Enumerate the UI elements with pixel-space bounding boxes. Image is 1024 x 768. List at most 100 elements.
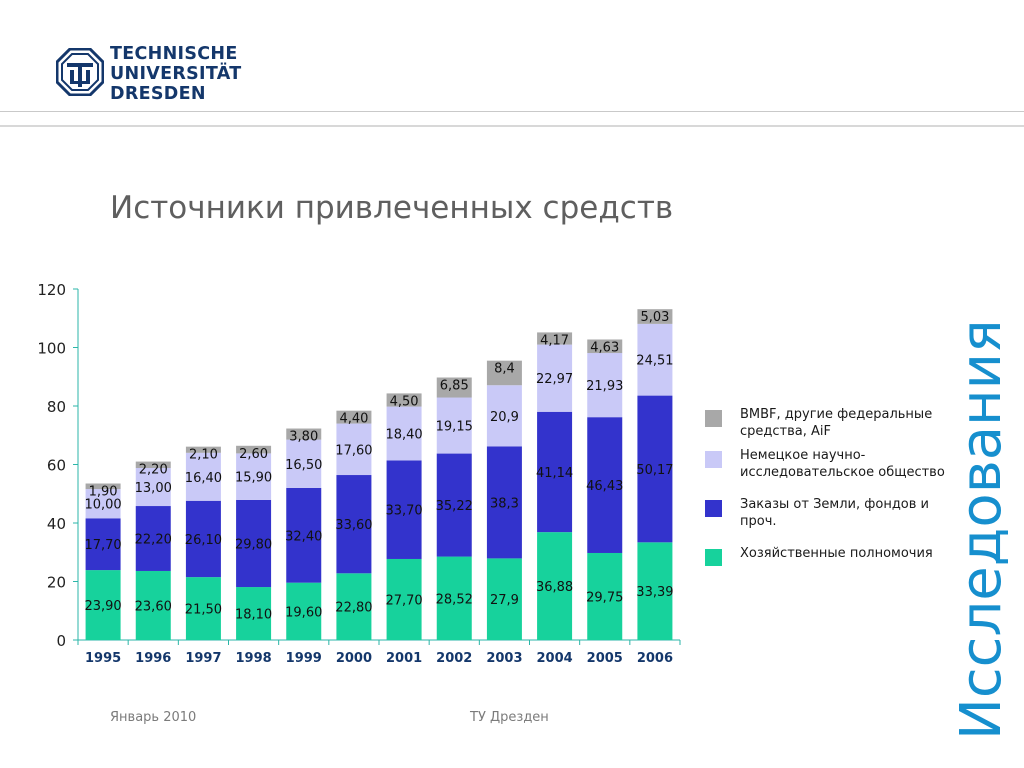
- bar-data-label: 23,90: [84, 599, 121, 614]
- bar-data-label: 19,15: [436, 420, 473, 435]
- bar-segment: [236, 453, 272, 500]
- bar-data-label: 2,10: [189, 448, 218, 463]
- bar-data-label: 13,00: [135, 481, 172, 496]
- legend-label: Заказы от Земли, фондов и проч.: [740, 497, 930, 529]
- bar-data-label: 27,70: [385, 593, 422, 608]
- x-category-label: 2005: [587, 651, 623, 666]
- bar-data-label: 36,88: [536, 580, 573, 595]
- bar-segment: [185, 577, 221, 640]
- y-tick-label: 120: [37, 281, 66, 299]
- bar-data-label: 15,90: [235, 471, 272, 486]
- bar-data-label: 33,70: [385, 504, 422, 519]
- logo-line-3: DRESDEN: [110, 84, 206, 104]
- bar-segment: [135, 468, 171, 507]
- bar-data-label: 20,9: [490, 410, 519, 425]
- legend-swatch: [705, 500, 722, 517]
- bar-segment: [486, 360, 522, 386]
- bar-data-label: 17,70: [84, 538, 121, 553]
- legend-swatch: [705, 549, 722, 566]
- x-category-label: 1999: [286, 651, 322, 666]
- bar-data-label: 26,10: [185, 533, 222, 548]
- bar-data-label: 18,10: [235, 608, 272, 623]
- bar-segment: [236, 499, 272, 588]
- legend-swatch: [705, 451, 722, 468]
- y-tick-label: 40: [47, 515, 66, 533]
- bar-segment: [436, 453, 472, 557]
- bar-segment: [336, 573, 372, 640]
- bar-segment: [336, 475, 372, 574]
- bar-segment: [135, 570, 171, 640]
- footer-organization: ТУ Дрезден: [470, 710, 549, 725]
- bar-segment: [386, 393, 422, 407]
- bar-data-label: 4,17: [540, 333, 569, 348]
- bar-data-label: 4,40: [339, 412, 368, 427]
- bar-segment: [336, 410, 372, 424]
- bar-segment: [185, 452, 221, 501]
- bar-segment: [587, 417, 623, 553]
- bar-segment: [135, 506, 171, 571]
- bar-data-label: 50,17: [636, 463, 673, 478]
- bar-data-label: 27,9: [490, 593, 519, 608]
- bar-segment: [637, 309, 673, 324]
- bar-segment: [486, 558, 522, 640]
- bar-segment: [286, 428, 322, 440]
- x-category-label: 2002: [436, 651, 472, 666]
- bar-data-label: 46,43: [586, 479, 623, 494]
- bar-data-label: 21,93: [586, 379, 623, 394]
- bar-data-label: 38,3: [490, 496, 519, 511]
- x-category-label: 2004: [536, 651, 572, 666]
- bar-segment: [85, 489, 121, 519]
- bar-data-label: 18,40: [385, 427, 422, 442]
- x-category-label: 1998: [235, 651, 271, 666]
- x-category-label: 1997: [185, 651, 221, 666]
- bar-data-label: 35,22: [436, 499, 473, 514]
- bar-segment: [486, 385, 522, 447]
- legend-label: Немецкое научно-исследовательское общест…: [740, 448, 945, 480]
- y-tick-label: 20: [47, 574, 66, 592]
- bar-segment: [537, 344, 573, 412]
- y-tick-label: 0: [56, 632, 66, 650]
- bar-data-label: 32,40: [285, 529, 322, 544]
- bar-data-label: 22,20: [135, 533, 172, 548]
- bar-segment: [236, 587, 272, 640]
- x-category-label: 2003: [486, 651, 522, 666]
- bar-data-label: 8,4: [494, 362, 515, 377]
- bar-segment: [85, 483, 121, 490]
- bar-segment: [135, 461, 171, 469]
- bar-segment: [537, 411, 573, 533]
- bar-data-label: 19,60: [285, 605, 322, 620]
- bar-data-label: 3,80: [289, 430, 318, 445]
- bar-data-label: 4,50: [390, 394, 419, 409]
- bar-segment: [236, 445, 272, 454]
- bar-data-label: 21,50: [185, 603, 222, 618]
- x-category-label: 1995: [85, 651, 121, 666]
- bar-segment: [637, 323, 673, 396]
- bar-segment: [286, 439, 322, 488]
- footer-date: Январь 2010: [110, 710, 197, 725]
- bar-segment: [537, 532, 573, 640]
- y-tick-label: 100: [37, 340, 66, 358]
- tu-dresden-logo-icon: [56, 48, 104, 96]
- university-logo-text: TECHNISCHE UNIVERSITÄT DRESDEN: [110, 44, 241, 104]
- x-category-label: 2006: [637, 651, 673, 666]
- bar-segment: [386, 460, 422, 559]
- bar-segment: [286, 582, 322, 640]
- bar-data-label: 2,20: [139, 463, 168, 478]
- y-tick-label: 60: [47, 457, 66, 475]
- x-category-label: 2000: [336, 651, 372, 666]
- legend-label: Хозяйственные полномочия: [740, 546, 933, 561]
- bar-segment: [336, 423, 372, 476]
- bar-segment: [486, 446, 522, 559]
- bar-segment: [537, 332, 573, 345]
- bar-data-label: 4,63: [590, 340, 619, 355]
- bar-data-label: 24,51: [636, 354, 673, 369]
- bar-segment: [386, 558, 422, 640]
- bar-data-label: 29,75: [586, 590, 623, 605]
- x-category-label: 2001: [386, 651, 422, 666]
- bar-segment: [436, 377, 472, 398]
- legend-label: BMBF, другие федеральные средства, AiF: [740, 407, 933, 439]
- bar-data-label: 41,14: [536, 466, 573, 481]
- logo-line-2: UNIVERSITÄT: [110, 64, 242, 84]
- bar-data-label: 23,60: [135, 599, 172, 614]
